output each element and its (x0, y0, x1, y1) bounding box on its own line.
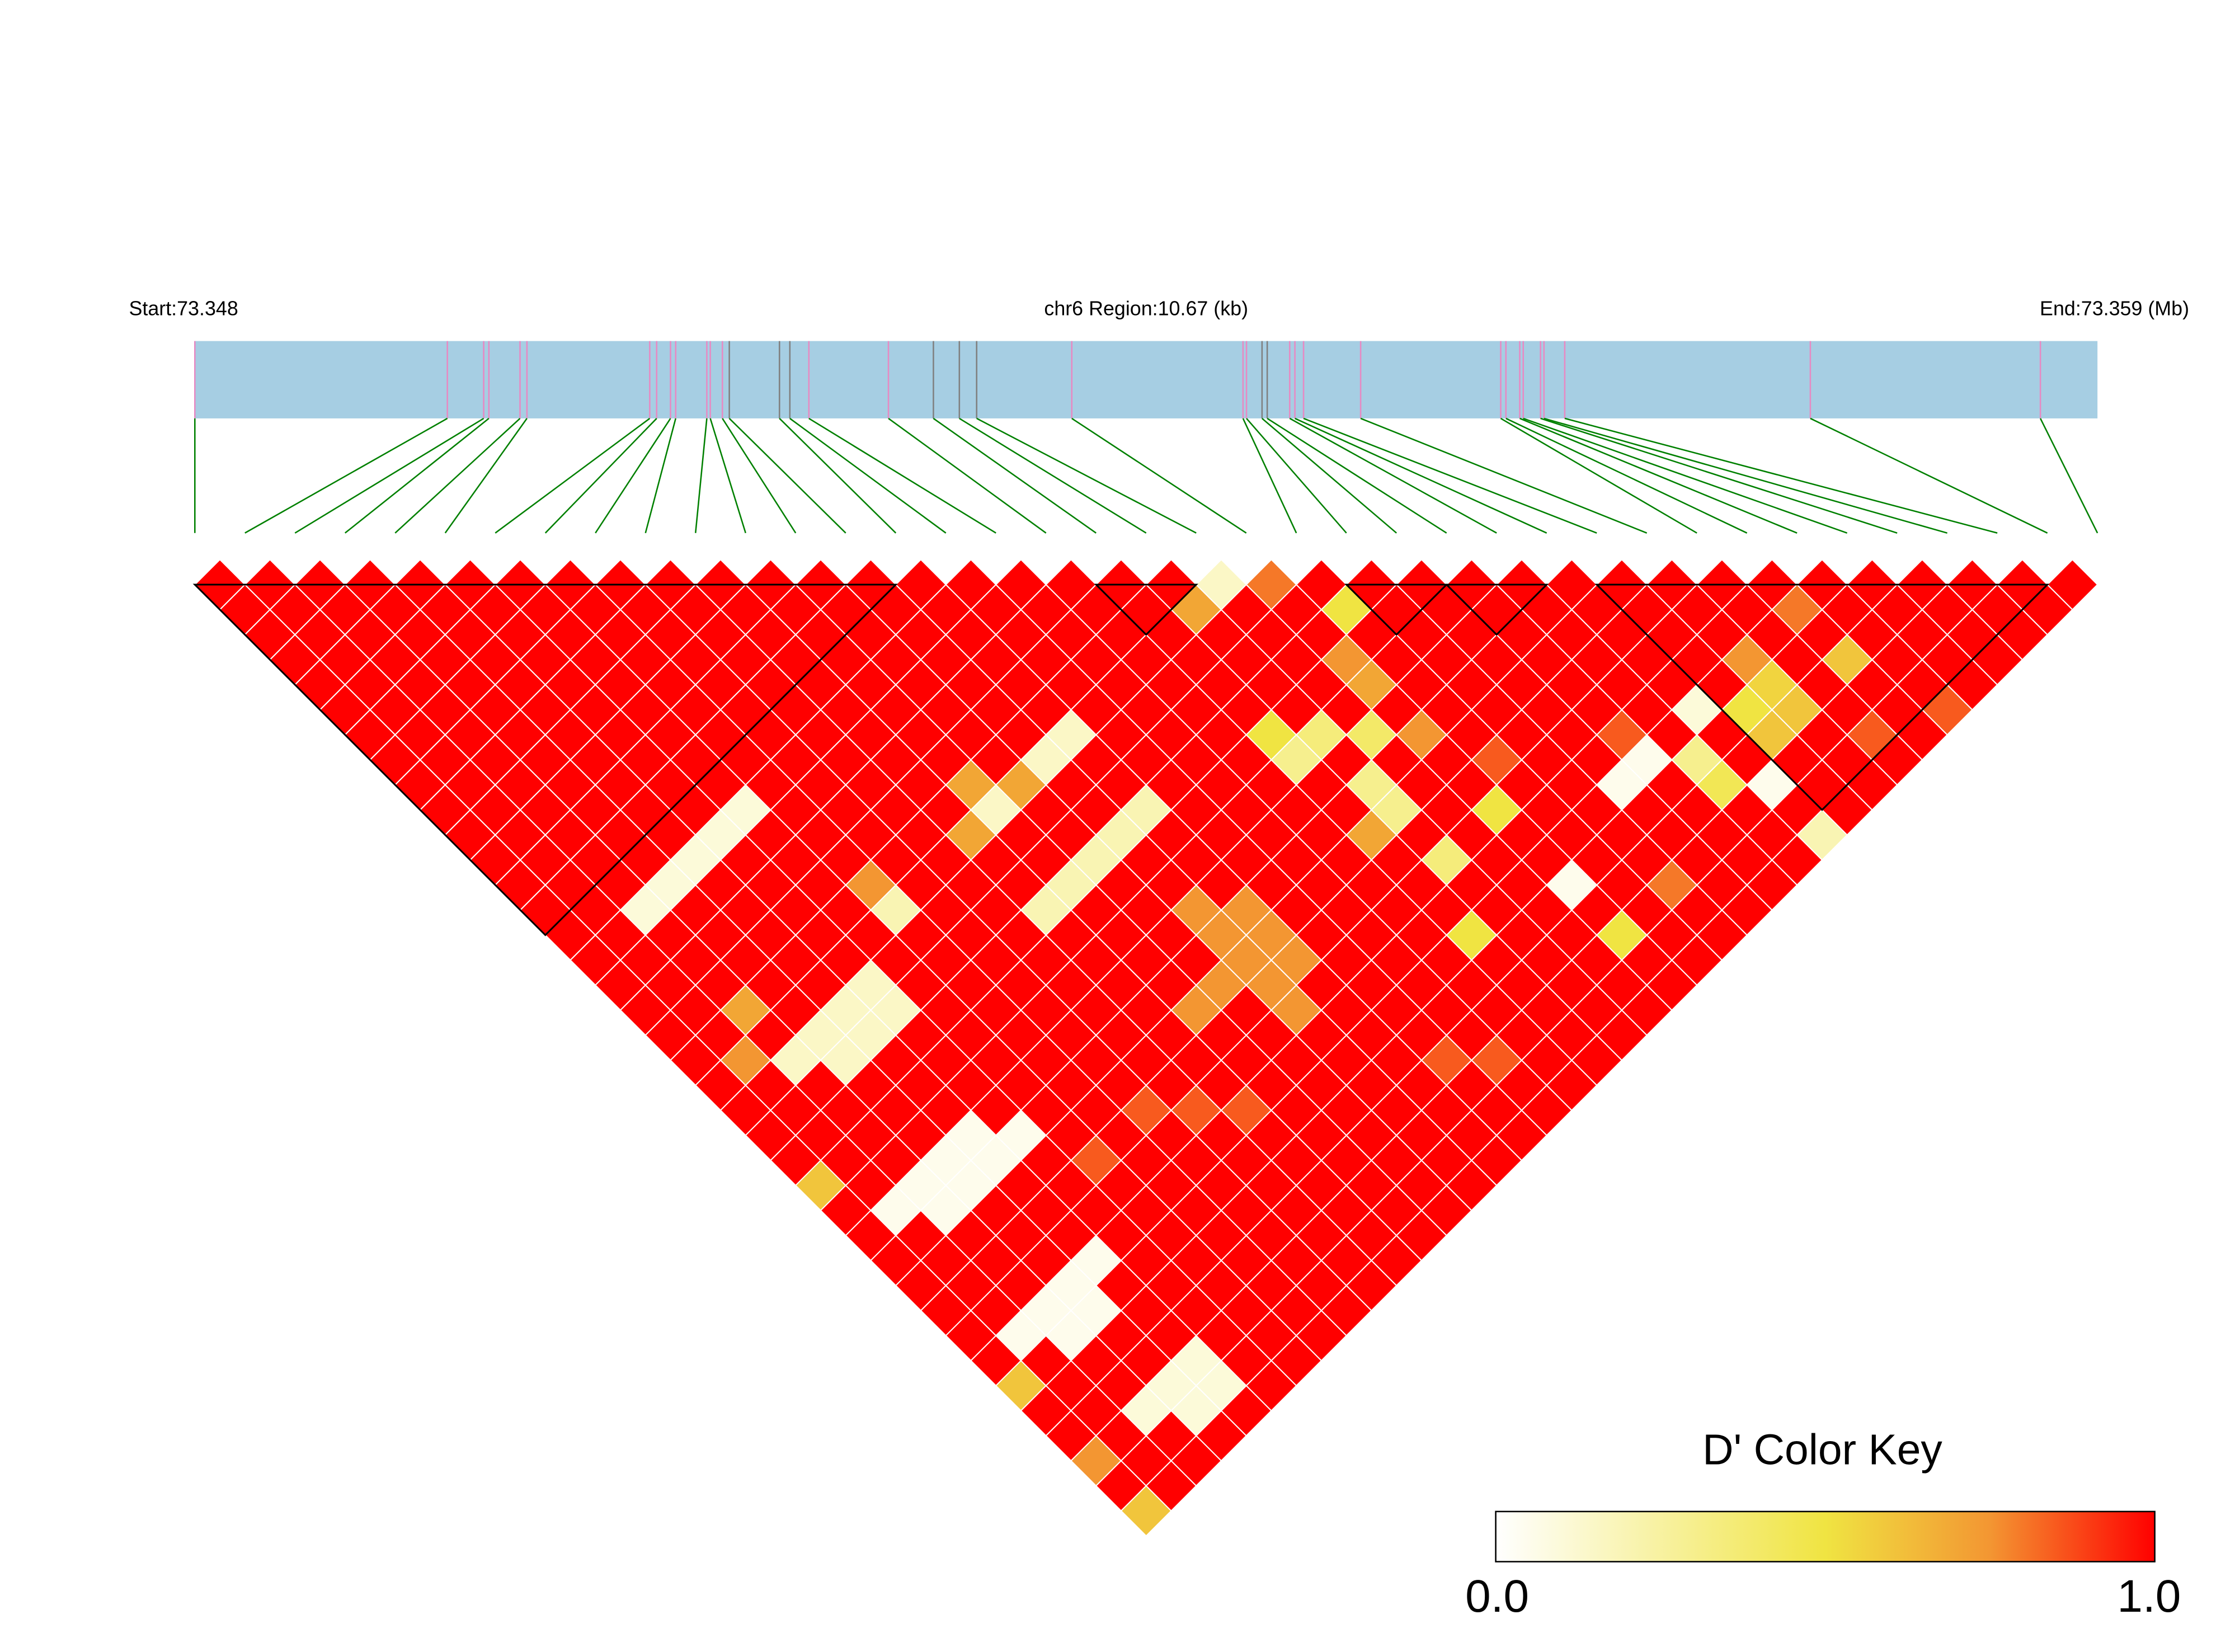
snp-connector (779, 418, 897, 534)
snp-connector (294, 417, 484, 534)
ld-block-outline (1594, 583, 2050, 811)
ld-block-outline (192, 583, 898, 936)
snp-connector (1289, 417, 1497, 534)
snp-connectors (194, 417, 2098, 534)
snp-connector (544, 418, 657, 534)
color-key-max-label: 1.0 (2117, 1571, 2181, 1622)
snp-connector (394, 417, 521, 534)
snp-connector (1564, 417, 1998, 534)
snp-connector (444, 418, 528, 534)
gene-region-bar (195, 341, 2098, 418)
snp-connector (1360, 417, 1648, 534)
snp-connector (808, 417, 996, 534)
snp-connector (644, 418, 677, 534)
snp-connector (595, 418, 671, 534)
snp-connector (344, 417, 490, 534)
region-label: chr6 Region:10.67 (kb) (1044, 298, 1248, 320)
ld-block-outline (1094, 583, 1198, 636)
snp-connector (959, 417, 1147, 534)
snp-connector (1540, 417, 1898, 534)
color-key: D' Color Key 0.0 1.0 (1465, 1425, 2181, 1622)
ld-cells (194, 558, 2098, 1537)
snp-connector (1295, 417, 1547, 534)
snp-connector (1810, 417, 2048, 534)
snp-connector (1505, 417, 1748, 534)
snp-connector (722, 418, 797, 534)
snp-connector (1500, 417, 1697, 534)
color-key-min-label: 0.0 (1465, 1571, 1529, 1622)
end-label: End:73.359 (Mb) (2040, 298, 2189, 320)
haplotype-blocks (192, 583, 2050, 936)
snp-connector (709, 418, 746, 534)
snp-connector (1242, 418, 1297, 534)
snp-markers (194, 341, 2041, 418)
snp-connector (1246, 418, 1347, 534)
snp-connector (1519, 417, 1798, 534)
color-key-gradient (1495, 1510, 2156, 1562)
snp-connector (1071, 417, 1247, 534)
snp-connector (1303, 417, 1597, 534)
color-key-title: D' Color Key (1702, 1425, 1942, 1474)
snp-connector (1544, 417, 1948, 534)
ld-block-outline (1444, 583, 1549, 636)
snp-connector (244, 417, 448, 534)
snp-connector (1523, 417, 1848, 534)
snp-connector (976, 417, 1197, 534)
snp-connector (2039, 418, 2098, 534)
snp-connector (694, 418, 708, 533)
snp-connector (933, 417, 1097, 534)
snp-connector (888, 417, 1047, 534)
snp-connector (1262, 417, 1398, 534)
snp-connector (728, 418, 846, 534)
ld-block-outline (1344, 583, 1449, 636)
snp-connector (789, 417, 947, 534)
start-label: Start:73.348 (129, 298, 238, 320)
ld-cell (2046, 558, 2098, 611)
snp-connector (1267, 417, 1447, 534)
snp-connector (495, 417, 651, 534)
